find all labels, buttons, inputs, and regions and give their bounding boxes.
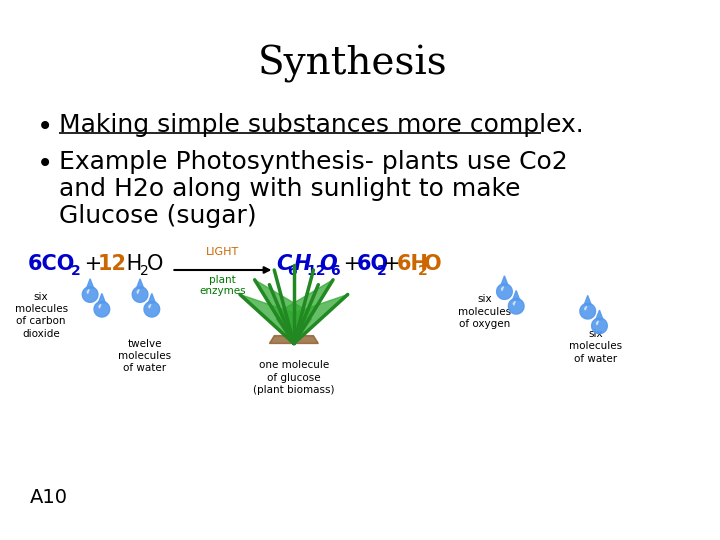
Text: Example Photosynthesis- plants use Co2: Example Photosynthesis- plants use Co2 xyxy=(59,150,567,173)
Polygon shape xyxy=(137,279,143,288)
Text: A10: A10 xyxy=(30,488,68,507)
Text: six
molecules
of water: six molecules of water xyxy=(569,329,622,363)
Polygon shape xyxy=(513,291,520,300)
Text: Making simple substances more complex.: Making simple substances more complex. xyxy=(59,113,583,137)
Polygon shape xyxy=(501,276,508,285)
Polygon shape xyxy=(279,280,333,343)
Text: O: O xyxy=(147,254,163,274)
Polygon shape xyxy=(137,289,139,294)
Text: one molecule
of glucose
(plant biomass): one molecule of glucose (plant biomass) xyxy=(253,360,335,395)
Polygon shape xyxy=(99,294,105,303)
Text: •: • xyxy=(37,150,53,178)
Text: 6: 6 xyxy=(330,264,340,278)
Text: 6H: 6H xyxy=(397,254,428,274)
Polygon shape xyxy=(148,294,156,303)
Text: 12: 12 xyxy=(98,254,127,274)
Polygon shape xyxy=(255,280,309,343)
Polygon shape xyxy=(99,304,101,308)
Polygon shape xyxy=(86,279,94,288)
Polygon shape xyxy=(149,304,151,308)
Polygon shape xyxy=(240,294,312,343)
Polygon shape xyxy=(513,301,516,305)
Polygon shape xyxy=(269,336,318,343)
Text: six
molecules
of oxygen: six molecules of oxygen xyxy=(459,294,511,329)
Text: and H2o along with sunlight to make: and H2o along with sunlight to make xyxy=(59,177,521,201)
Text: 2: 2 xyxy=(377,264,387,278)
Text: 12: 12 xyxy=(307,264,326,278)
Text: enzymes: enzymes xyxy=(199,286,246,296)
Text: O: O xyxy=(424,254,442,274)
Polygon shape xyxy=(508,299,524,314)
Text: C: C xyxy=(276,254,292,274)
Text: H: H xyxy=(294,254,311,274)
Polygon shape xyxy=(592,318,607,334)
Polygon shape xyxy=(82,287,98,302)
Polygon shape xyxy=(596,310,603,320)
Polygon shape xyxy=(580,303,595,319)
Polygon shape xyxy=(584,295,591,305)
Text: 6O: 6O xyxy=(356,254,389,274)
Text: 2: 2 xyxy=(140,264,149,278)
Text: +: + xyxy=(337,254,368,274)
Text: 6: 6 xyxy=(287,264,297,278)
Polygon shape xyxy=(94,301,109,317)
Text: six
molecules
of carbon
dioxide: six molecules of carbon dioxide xyxy=(14,292,68,339)
Text: 2: 2 xyxy=(418,264,428,278)
Text: LIGHT: LIGHT xyxy=(206,247,240,257)
Text: 6CO: 6CO xyxy=(27,254,75,274)
Text: 2: 2 xyxy=(71,264,80,278)
Text: •: • xyxy=(37,113,53,141)
Polygon shape xyxy=(585,306,587,310)
Text: O: O xyxy=(320,254,337,274)
Text: Synthesis: Synthesis xyxy=(258,45,447,83)
Text: +: + xyxy=(383,254,400,274)
Polygon shape xyxy=(502,287,503,291)
Text: plant: plant xyxy=(210,275,236,285)
Polygon shape xyxy=(276,294,348,343)
Polygon shape xyxy=(597,321,598,325)
Text: Glucose (sugar): Glucose (sugar) xyxy=(59,204,256,228)
Polygon shape xyxy=(87,289,89,294)
Polygon shape xyxy=(144,301,160,317)
Text: +: + xyxy=(78,254,109,274)
Polygon shape xyxy=(497,284,513,299)
Polygon shape xyxy=(132,287,148,302)
Text: H: H xyxy=(120,254,142,274)
Text: twelve
molecules
of water: twelve molecules of water xyxy=(118,339,171,373)
